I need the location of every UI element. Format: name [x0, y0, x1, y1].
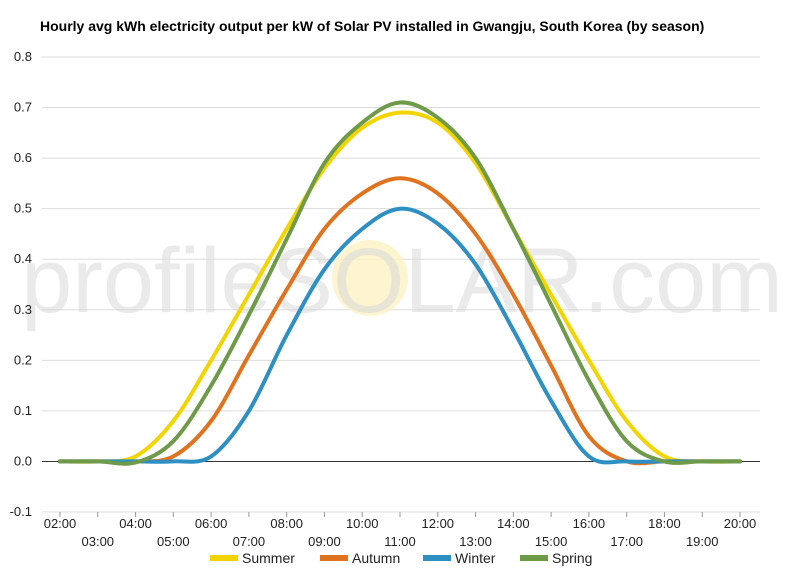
- legend-label-winter: Winter: [455, 550, 496, 566]
- y-tick-label: 0.1: [14, 403, 32, 418]
- x-tick-label: 19:00: [686, 534, 719, 549]
- x-tick-label: 02:00: [44, 516, 77, 531]
- x-tick-label: 11:00: [384, 534, 416, 549]
- legend-label-spring: Spring: [552, 550, 592, 566]
- x-tick-label: 15:00: [535, 534, 568, 549]
- x-tick-label: 18:00: [648, 516, 681, 531]
- x-tick-label: 05:00: [157, 534, 190, 549]
- chart-title: Hourly avg kWh electricity output per kW…: [40, 18, 705, 34]
- legend-label-autumn: Autumn: [352, 550, 400, 566]
- x-tick-label: 17:00: [610, 534, 643, 549]
- y-tick-label: 0.0: [14, 453, 32, 468]
- y-tick-label: 0.5: [14, 201, 32, 216]
- x-tick-label: 13:00: [459, 534, 492, 549]
- x-tick-label: 03:00: [82, 534, 115, 549]
- x-tick-label: 16:00: [573, 516, 606, 531]
- watermark: profileSOLAR.com: [21, 230, 783, 332]
- series-layer: [58, 100, 742, 466]
- legend: Summer Autumn Winter Spring: [210, 550, 592, 566]
- x-tick-label: 20:00: [724, 516, 757, 531]
- axes: 0.8 0.7 0.6 0.5 0.4 0.3 0.2 0.1 0.0 -0.1 02:00 03:0…: [10, 49, 757, 549]
- y-tick-label: 0.8: [14, 49, 32, 64]
- legend-swatch-summer: [210, 555, 238, 561]
- y-tick-label: 0.3: [14, 302, 32, 317]
- legend-swatch-spring: [520, 555, 548, 561]
- y-tick-label: 0.4: [14, 251, 32, 266]
- x-tick-label: 06:00: [195, 516, 228, 531]
- x-tick-label: 04:00: [119, 516, 152, 531]
- legend-swatch-autumn: [320, 555, 348, 561]
- sun-logo-icon: [332, 240, 408, 316]
- y-tick-label: 0.7: [14, 100, 32, 115]
- x-tick-label: 07:00: [233, 534, 266, 549]
- series-line-spring: [58, 100, 742, 466]
- y-tick-label: 0.2: [14, 352, 32, 367]
- series-line-winter: [58, 206, 742, 465]
- watermark-text: profileSOLAR.com: [21, 230, 783, 332]
- legend-label-summer: Summer: [242, 550, 295, 566]
- x-tick-label: 10:00: [346, 516, 379, 531]
- y-tick-label: -0.1: [10, 504, 32, 519]
- legend-swatch-winter: [423, 555, 451, 561]
- x-tick-label: 12:00: [422, 516, 455, 531]
- x-tick-label: 09:00: [308, 534, 341, 549]
- series-line-summer: [58, 110, 742, 464]
- y-tick-label: 0.6: [14, 150, 32, 165]
- x-tick-label: 14:00: [497, 516, 530, 531]
- x-tick-label: 08:00: [270, 516, 303, 531]
